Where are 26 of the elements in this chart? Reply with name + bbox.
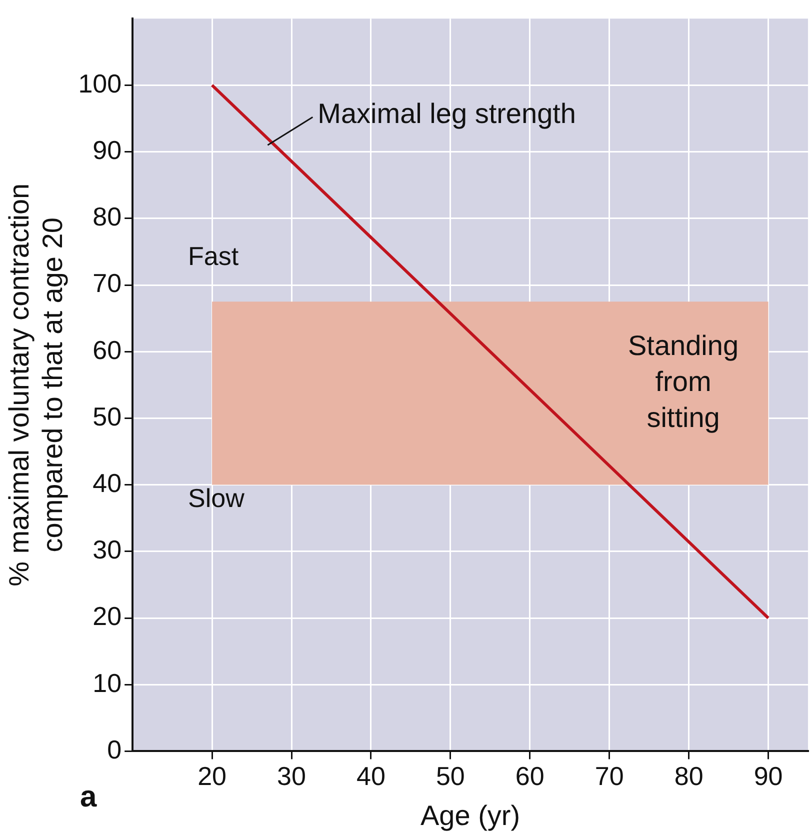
annotation: Fast (188, 241, 240, 272)
annotation: Maximal leg strength (318, 98, 576, 129)
x-tick-label: 80 (674, 760, 704, 791)
y-tick-label: 60 (92, 334, 122, 365)
x-tick-label: 40 (356, 760, 386, 791)
annotation: Slow (188, 483, 245, 514)
x-tick-label: 50 (436, 760, 465, 791)
x-tick-label: 70 (594, 760, 624, 791)
y-tick-label: 40 (92, 468, 122, 498)
y-tick-label: 0 (107, 734, 122, 764)
x-tick-label: 90 (754, 760, 783, 791)
y-tick-label: 100 (78, 68, 122, 98)
y-tick-label: 80 (92, 202, 122, 232)
y-tick-label: 30 (92, 534, 122, 565)
y-tick-label: 70 (92, 268, 122, 298)
y-axis-title: % maximal voluntary contraction compared to that at age 20 (4, 183, 68, 586)
y-tick-label: 90 (92, 134, 122, 165)
x-axis-title: Age (yr) (420, 800, 520, 831)
x-tick-label: 60 (515, 760, 544, 791)
x-tick-label: 30 (277, 760, 306, 791)
y-tick-label: 50 (92, 401, 122, 432)
y-tick-label: 20 (92, 601, 122, 632)
text: a (80, 780, 97, 814)
y-tick-label: 10 (92, 668, 122, 698)
x-tick-label: 20 (198, 760, 226, 791)
band-label: Standing from sitting (628, 330, 739, 433)
